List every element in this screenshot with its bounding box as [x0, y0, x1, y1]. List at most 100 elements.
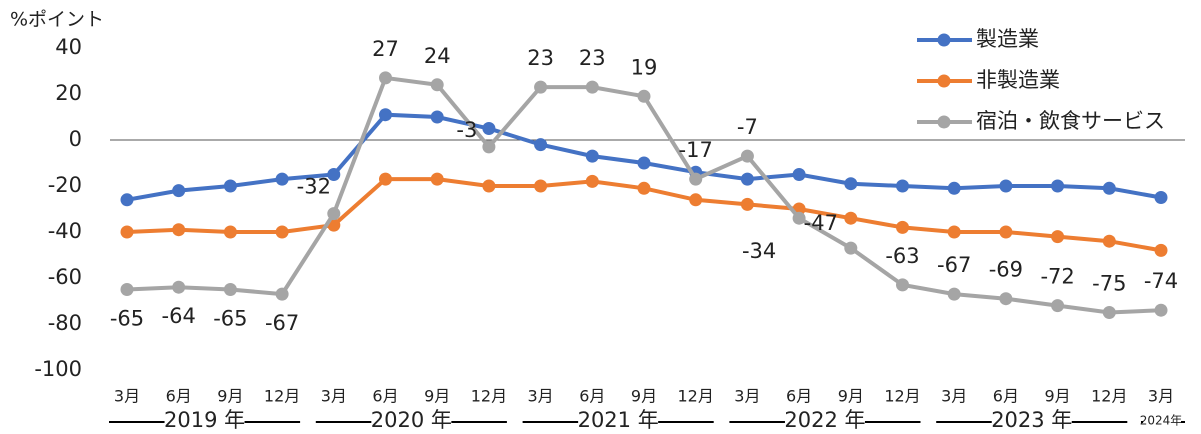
x-tick-label: 9月: [838, 387, 864, 406]
x-tick-label: 6月: [166, 387, 192, 406]
data-point: [327, 168, 341, 181]
data-point: [379, 172, 392, 186]
legend-marker: [937, 33, 951, 47]
x-tick-label: 3月: [941, 387, 967, 406]
x-tick-label: 12月: [264, 387, 300, 406]
data-label: 23: [527, 46, 554, 70]
y-tick-label: 0: [69, 127, 82, 151]
data-label: -67: [265, 311, 299, 335]
y-tick-label: -80: [48, 311, 82, 335]
x-tick-label: 3月: [734, 387, 760, 406]
data-point: [585, 149, 599, 163]
data-label: 24: [424, 44, 451, 68]
data-point: [844, 211, 858, 225]
x-tick-label: 3月: [528, 387, 554, 406]
data-label: -65: [213, 307, 247, 331]
data-point: [482, 122, 496, 135]
y-tick-label: -100: [34, 357, 82, 381]
x-tick-label: 12月: [471, 387, 507, 406]
data-label: -47: [804, 211, 838, 235]
data-point: [379, 108, 392, 122]
data-label: -65: [110, 307, 144, 331]
data-label: -32: [297, 175, 331, 199]
x-tick-label: 3月: [1148, 387, 1174, 406]
data-point: [792, 168, 806, 181]
y-tick-label: 40: [55, 35, 82, 59]
x-tick-label: 12月: [1091, 387, 1127, 406]
legend-label: 非製造業: [976, 68, 1060, 92]
x-tick-label: 9月: [424, 387, 450, 406]
data-point: [430, 172, 444, 186]
data-point: [896, 179, 909, 193]
data-point: [585, 174, 599, 188]
data-point: [637, 181, 651, 195]
data-point: [482, 140, 496, 154]
data-point: [1051, 299, 1065, 313]
data-point: [172, 280, 186, 294]
legend-marker: [937, 74, 951, 88]
x-tick-label: 3月: [114, 387, 140, 406]
data-label: -64: [162, 304, 196, 328]
data-label: -69: [989, 258, 1023, 282]
y-tick-label: -40: [48, 219, 82, 243]
data-point: [689, 172, 703, 186]
data-point: [223, 225, 237, 239]
x-tick-label: 6月: [372, 387, 398, 406]
data-point: [223, 283, 237, 296]
x-tick-label: 9月: [217, 387, 243, 406]
x-tick-label: 6月: [579, 387, 605, 406]
y-tick-label: -20: [48, 173, 82, 197]
x-group-label: 2023 年: [991, 408, 1072, 432]
data-point: [637, 156, 651, 170]
data-point: [1102, 234, 1116, 248]
x-tick-label: 9月: [1045, 387, 1071, 406]
data-point: [120, 225, 134, 239]
data-point: [999, 292, 1013, 306]
data-label: 23: [579, 46, 606, 70]
data-point: [947, 225, 961, 239]
data-point: [275, 172, 289, 186]
x-tick-label: 12月: [678, 387, 714, 406]
data-label: -75: [1092, 272, 1126, 296]
data-point: [1102, 181, 1116, 195]
data-point: [120, 283, 134, 296]
data-point: [689, 193, 703, 207]
data-point: [844, 177, 858, 191]
data-point: [534, 80, 548, 94]
data-point: [896, 278, 909, 292]
x-group-label: 2021 年: [578, 408, 659, 432]
data-point: [740, 197, 754, 211]
data-point: [1051, 230, 1065, 244]
data-point: [172, 184, 186, 198]
legend-marker: [937, 115, 951, 129]
x-tick-label: 9月: [631, 387, 657, 406]
data-label: -72: [1040, 265, 1074, 289]
data-point: [120, 193, 134, 207]
x-tick-label: 6月: [786, 387, 812, 406]
data-point: [999, 225, 1013, 239]
x-tick-label: 12月: [884, 387, 920, 406]
data-point: [1154, 303, 1168, 317]
data-point: [947, 287, 961, 301]
x-tick-label: 3月: [321, 387, 347, 406]
x-group-label: 2020 年: [371, 408, 452, 432]
data-label: -17: [679, 138, 713, 162]
data-label: -63: [885, 244, 919, 268]
data-label: -7: [737, 115, 758, 139]
data-point: [896, 220, 909, 234]
data-point: [1051, 179, 1065, 193]
data-point: [430, 78, 444, 92]
data-point: [327, 207, 341, 221]
y-tick-label: -60: [48, 265, 82, 289]
data-point: [637, 89, 651, 103]
y-tick-label: 20: [55, 81, 82, 105]
data-point: [844, 241, 858, 255]
data-point: [172, 223, 186, 237]
data-label: -3: [456, 118, 477, 142]
data-label: -74: [1144, 269, 1178, 293]
data-point: [740, 149, 754, 163]
x-group-label: 2019 年: [164, 408, 245, 432]
data-point: [999, 179, 1013, 193]
data-label: 27: [372, 37, 399, 61]
